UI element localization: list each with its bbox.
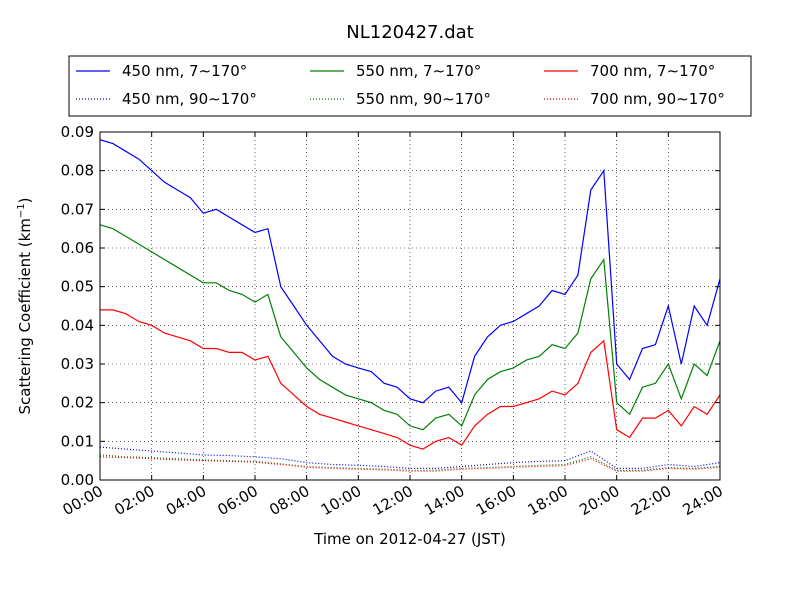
series-line-1: [100, 446, 720, 469]
series-line-4: [100, 309, 720, 450]
legend-label: 550 nm, 7∼170°: [356, 62, 481, 80]
chart-legend: 450 nm, 7∼170° 550 nm, 7∼170° 700 nm, 7∼17…: [68, 55, 752, 117]
x-tick-label: 06:00: [215, 482, 261, 519]
y-tick-label: 0.08: [61, 162, 94, 180]
y-tick-label: 0.09: [61, 123, 94, 141]
x-tick-label: 12:00: [370, 482, 416, 519]
x-tick-label: 24:00: [680, 482, 726, 519]
y-tick-label: 0.03: [61, 355, 94, 373]
y-tick-label: 0.01: [61, 432, 94, 450]
x-axis-label: Time on 2012-04-27 (JST): [313, 530, 506, 548]
y-tick-label: 0.04: [61, 316, 94, 334]
x-tick-label: 02:00: [111, 482, 157, 519]
legend-label: 700 nm, 90∼170°: [590, 90, 725, 108]
series-line-2: [100, 224, 720, 431]
y-axis-label-main: Scattering Coefficient (km: [16, 218, 34, 414]
legend-label: 450 nm, 90∼170°: [122, 90, 257, 108]
axis-ticks: 00:00 02:00 04:00 06:00 08:00 10:00 12:00 14:00…: [60, 123, 726, 519]
legend-label: 700 nm, 7∼170°: [590, 62, 715, 80]
x-tick-label: 10:00: [318, 482, 364, 519]
y-tick-label: 0.00: [61, 471, 94, 489]
x-tick-label: 04:00: [163, 482, 209, 519]
y-axis-label-close: ): [16, 197, 34, 203]
y-tick-label: 0.05: [61, 278, 94, 296]
x-tick-label: 08:00: [266, 482, 312, 519]
legend-label: 450 nm, 7∼170°: [122, 62, 247, 80]
legend-box: [68, 55, 752, 117]
chart-grid: [100, 132, 720, 480]
x-tick-label: 18:00: [525, 482, 571, 519]
series-line-3: [100, 454, 720, 471]
x-tick-label: 16:00: [473, 482, 519, 519]
y-tick-label: 0.06: [61, 239, 94, 257]
x-tick-label: 22:00: [628, 482, 674, 519]
y-tick-label: 0.02: [61, 394, 94, 412]
x-tick-label: 20:00: [576, 482, 622, 519]
series-layer: [100, 139, 720, 472]
y-tick-label: 0.07: [61, 200, 94, 218]
y-axis-label-superscript: −1: [16, 203, 27, 218]
chart-title: NL120427.dat: [346, 22, 473, 43]
series-line-0: [100, 139, 720, 404]
x-tick-label: 14:00: [421, 482, 467, 519]
legend-label: 550 nm, 90∼170°: [356, 90, 491, 108]
y-axis-label: Scattering Coefficient (km−1): [16, 197, 34, 414]
